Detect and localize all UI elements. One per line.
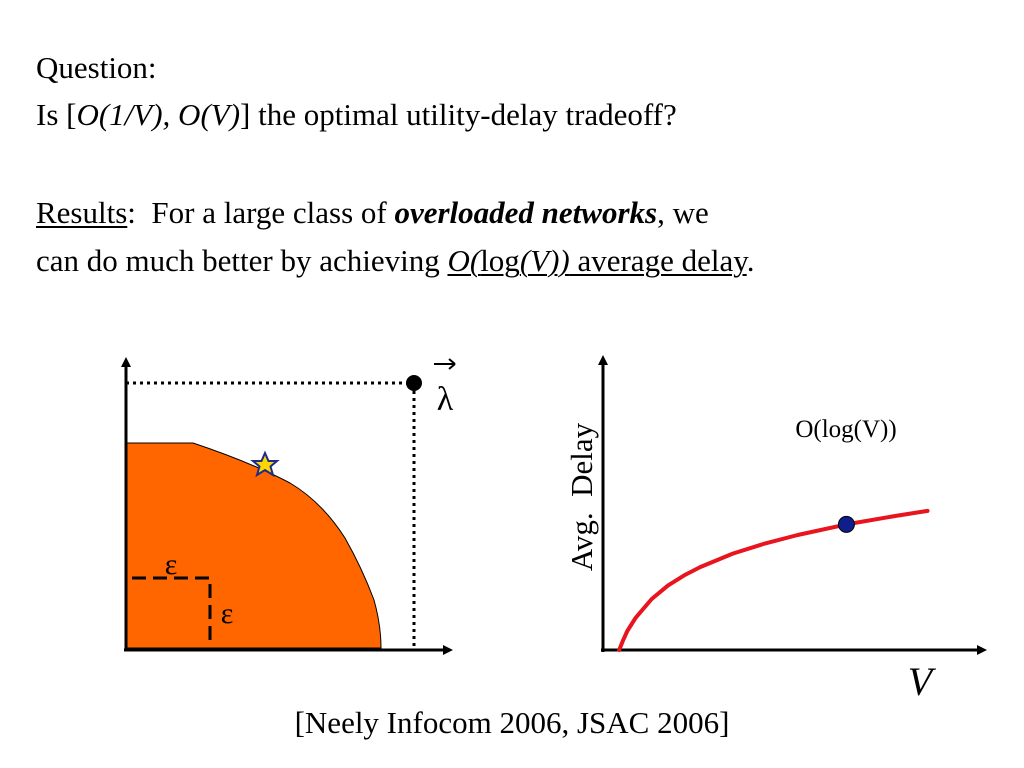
question-prefix: Is [ <box>36 97 77 132</box>
results-label: Results <box>36 195 128 230</box>
lambda-point <box>406 375 422 391</box>
results-line2-prefix: can do much better by achieving <box>36 243 448 278</box>
results-colon: : For a large class of <box>127 195 395 230</box>
delay-curve <box>617 508 930 652</box>
capacity-region <box>125 442 382 649</box>
o-log-v-annotation: O(log(V)) <box>795 416 896 443</box>
results-after-emphasis: , we <box>657 195 709 230</box>
citation: [Neely Infocom 2006, JSAC 2006] <box>294 705 730 740</box>
question-text: Is [O(1/V), O(V)] the optimal utility-de… <box>36 98 677 132</box>
results-avg-delay: average delay <box>569 243 747 278</box>
question-suffix: ] the optimal utility-delay tradeoff? <box>240 97 677 132</box>
big-o-open: O( <box>447 243 481 278</box>
question-pair: O(1/V), O(V) <box>76 97 241 132</box>
optimal-star-icon <box>250 450 280 478</box>
results-emphasis: overloaded networks <box>394 195 658 230</box>
question-heading: Question: <box>36 50 157 85</box>
epsilon-dashed-box <box>132 576 212 642</box>
lambda-label: λ <box>437 381 454 418</box>
lambda-vector-arrowhead <box>448 358 456 370</box>
results-line-2: can do much better by achieving O(log(V)… <box>36 244 754 278</box>
big-o-close: (V)) <box>519 243 570 278</box>
results-line-1: Results: For a large class of overloaded… <box>36 196 709 230</box>
y-axis-label: Avg. Delay <box>564 422 599 571</box>
results-period: . <box>746 243 755 278</box>
big-o-log: log <box>480 243 520 278</box>
epsilon-label-right: ε <box>221 597 234 630</box>
x-axis-label: V <box>908 659 937 704</box>
o-log-v-point <box>837 515 855 533</box>
results-big-o: O(log(V)) <box>447 243 569 278</box>
epsilon-label-top: ε <box>165 548 178 581</box>
